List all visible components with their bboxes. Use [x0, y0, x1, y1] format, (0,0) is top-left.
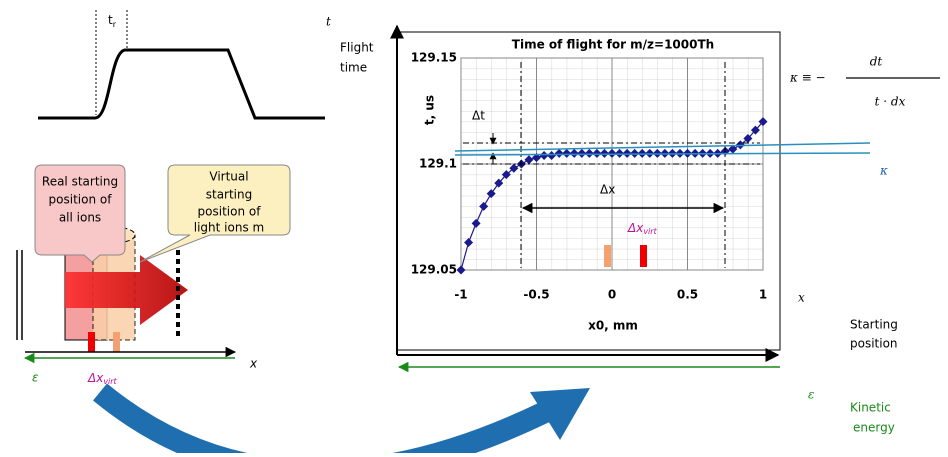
- energy-label: energy: [853, 421, 895, 435]
- data-point: [562, 148, 572, 158]
- data-point: [622, 148, 632, 158]
- x-tick-label: -1: [454, 288, 467, 302]
- box-text: Virtual: [209, 170, 248, 184]
- kappa-den: t · dx: [875, 95, 906, 109]
- curved-arrow: [93, 383, 550, 457]
- data-point: [524, 155, 534, 165]
- x-tick-label: 0.5: [677, 288, 698, 302]
- chart-dx-virt: Δxvirt: [627, 221, 658, 236]
- data-point: [532, 153, 541, 163]
- data-point: [547, 151, 557, 161]
- data-point: [607, 148, 617, 158]
- plot: [456, 57, 768, 275]
- data-point: [592, 148, 602, 158]
- x-axis-label: Starting: [850, 318, 898, 332]
- pulse: tr: [38, 10, 325, 120]
- delta-t: Δt: [472, 109, 485, 123]
- data-point: [464, 237, 474, 247]
- data-point: [728, 144, 738, 154]
- rise-time: tr: [108, 13, 117, 29]
- y-tick-label: 129.05: [411, 263, 457, 277]
- delta-x: Δx: [600, 183, 615, 197]
- box-text: starting: [206, 188, 253, 202]
- box-text: light ions m: [194, 221, 264, 235]
- box-text: position of: [49, 193, 113, 207]
- real-callout: Real starting position of all ions: [34, 164, 126, 263]
- box-text: Real starting: [42, 175, 118, 189]
- data-point: [577, 148, 587, 158]
- data-point: [554, 148, 564, 158]
- dx-virt: Δxvirt: [87, 371, 118, 386]
- t-axis-symbol: t: [326, 15, 331, 29]
- data-point: [486, 189, 496, 199]
- y-axis-title: t, us: [423, 95, 437, 125]
- box-text: position of: [198, 205, 262, 219]
- x-tick-label: 0: [608, 288, 616, 302]
- energy-label: Kinetic: [850, 401, 891, 415]
- x-axis-title: x0, mm: [588, 319, 638, 333]
- data-point: [471, 218, 481, 228]
- energy-axis-symbol: ε: [808, 388, 814, 402]
- data-point: [539, 151, 549, 161]
- t-axis-label: time: [340, 61, 367, 75]
- data-point: [599, 148, 609, 158]
- data-point: [569, 148, 579, 158]
- kappa-num: dt: [870, 55, 883, 69]
- x-tick-label: 1: [759, 288, 767, 302]
- energy-symbol: ε: [32, 371, 39, 385]
- virtual-callout: Virtual starting position of light ions …: [139, 164, 291, 263]
- y-tick-label: 129.1: [419, 157, 457, 171]
- data-point: [456, 265, 466, 275]
- x-tick-label: -0.5: [523, 288, 549, 302]
- x-axis-symbol: x: [798, 291, 805, 305]
- x-symbol: x: [249, 357, 258, 371]
- chart-title: Time of flight for m/z=1000Th: [512, 38, 714, 52]
- data-point: [501, 170, 511, 180]
- t-axis-label: Flight: [340, 41, 374, 55]
- data-point: [494, 178, 504, 188]
- y-tick-label: 129.15: [411, 51, 457, 65]
- data-point: [509, 163, 519, 173]
- annotations: [454, 62, 871, 268]
- x-axis-label: position: [850, 337, 898, 351]
- kappa-lhs: κ ≡ −: [789, 71, 826, 85]
- box-text: all ions: [59, 211, 101, 225]
- data-point: [750, 125, 760, 135]
- data-point: [743, 134, 753, 144]
- kappa: κ: [879, 164, 888, 178]
- data-point: [479, 201, 489, 211]
- data-point: [615, 148, 625, 158]
- arrow-head: [530, 388, 590, 440]
- data-point: [584, 148, 594, 158]
- data-point: [758, 117, 768, 127]
